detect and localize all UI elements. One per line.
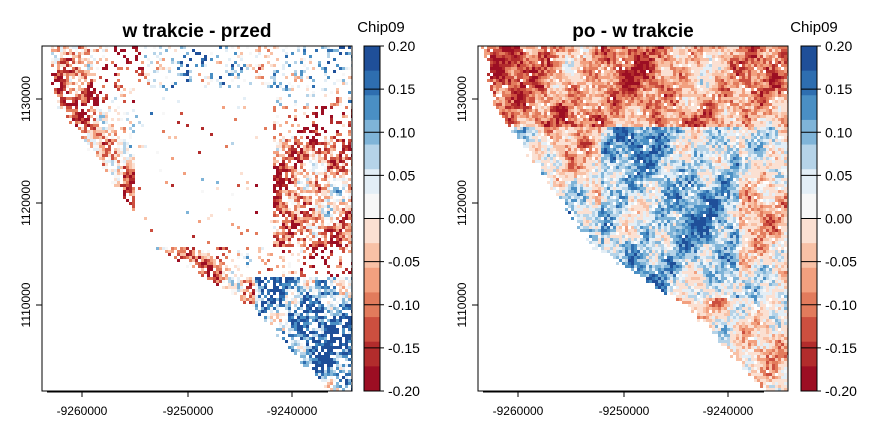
legend-label: -0.10 <box>825 297 857 313</box>
legend-label: 0.20 <box>388 38 415 54</box>
legend-swatch <box>801 243 817 269</box>
legend-swatch <box>364 317 380 343</box>
x-axis: -9260000 -9250000 -9240000 <box>47 391 328 418</box>
color-legend: 0.20 0.15 0.10 0.05 0.00 -0.05 -0.10 -0.15 -0.20 <box>363 38 420 399</box>
legend-label: -0.20 <box>825 383 857 399</box>
legend-swatch <box>364 144 380 170</box>
legend-label: 0.05 <box>825 167 852 183</box>
color-legend: 0.20 0.15 0.10 0.05 0.00 -0.05 -0.10 -0.15 -0.20 <box>800 38 857 399</box>
legend-label: 0.05 <box>388 167 415 183</box>
y-tick-label: 1130000 <box>19 76 33 122</box>
legend-swatch <box>364 169 380 195</box>
legend-swatch <box>801 366 817 392</box>
legend-swatch <box>801 341 817 367</box>
panel-before: w trakcie - przed -9260000 -9250000 -92400… <box>19 19 420 418</box>
legend-label: 0.00 <box>825 211 852 227</box>
legend-swatch <box>364 46 380 72</box>
y-tick-label: 1130000 <box>455 76 469 122</box>
legend-swatch <box>364 70 380 96</box>
legend-swatch <box>801 95 817 121</box>
legend-label: -0.05 <box>825 254 857 270</box>
legend-swatch <box>801 193 817 219</box>
legend-label: -0.20 <box>388 383 420 399</box>
legend-swatch <box>364 218 380 244</box>
y-axis: 1110000 1120000 1130000 <box>455 76 478 327</box>
difference-raster <box>481 46 788 391</box>
x-tick-label: -9260000 <box>57 404 108 418</box>
x-tick-label: -9240000 <box>703 404 754 418</box>
map-frame <box>477 45 789 392</box>
legend-swatch <box>364 193 380 219</box>
legend-swatch <box>801 46 817 72</box>
map-frame <box>41 45 353 392</box>
x-axis: -9260000 -9250000 -9240000 <box>483 391 764 418</box>
legend-label: -0.15 <box>388 340 420 356</box>
legend-label: -0.05 <box>388 254 420 270</box>
panel-title: po - w trakcie <box>572 21 693 42</box>
legend-label: 0.10 <box>825 124 852 140</box>
x-tick-label: -9250000 <box>599 404 650 418</box>
legend-label: -0.15 <box>825 340 857 356</box>
legend-swatch <box>364 95 380 121</box>
legend-label: 0.15 <box>825 81 852 97</box>
panel-after: po - w trakcie -9260000 -9250000 -9240000 … <box>455 19 857 418</box>
x-tick-label: -9260000 <box>493 404 544 418</box>
legend-swatch <box>801 218 817 244</box>
y-tick-label: 1120000 <box>19 180 33 226</box>
legend-swatch <box>801 169 817 195</box>
legend-title: Chip09 <box>357 19 405 36</box>
legend-swatch <box>801 317 817 343</box>
legend-label: 0.15 <box>388 81 415 97</box>
legend-swatch <box>364 366 380 392</box>
y-tick-label: 1110000 <box>455 282 469 327</box>
x-tick-label: -9240000 <box>267 404 318 418</box>
legend-title: Chip09 <box>790 19 838 36</box>
y-tick-label: 1110000 <box>19 282 33 327</box>
x-tick-label: -9250000 <box>163 404 214 418</box>
legend-label: 0.20 <box>825 38 852 54</box>
legend-label: -0.10 <box>388 297 420 313</box>
panel-title: w trakcie - przed <box>122 21 272 42</box>
legend-swatch <box>801 70 817 96</box>
y-tick-label: 1120000 <box>455 180 469 226</box>
legend-swatch <box>364 267 380 293</box>
legend-swatch <box>364 243 380 269</box>
legend-swatch <box>801 144 817 170</box>
legend-swatch <box>364 341 380 367</box>
y-axis: 1110000 1120000 1130000 <box>19 76 42 327</box>
legend-label: 0.00 <box>388 211 415 227</box>
legend-label: 0.10 <box>388 124 415 140</box>
legend-swatch <box>801 267 817 293</box>
difference-raster <box>51 46 352 391</box>
